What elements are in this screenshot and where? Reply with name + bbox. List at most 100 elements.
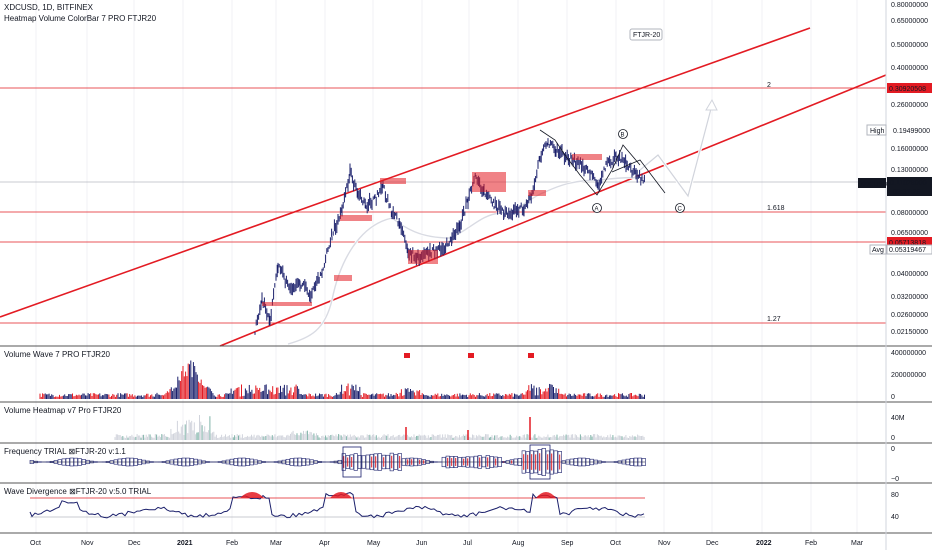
frequency-cell — [613, 461, 618, 463]
frequency-cell — [305, 458, 310, 466]
ftjr-tag: FTJR-20 — [629, 28, 663, 41]
frequency-cell — [177, 458, 182, 466]
trend-channel[interactable] — [0, 27, 887, 347]
frequency-cell — [445, 455, 450, 469]
time-tick: 2021 — [177, 540, 193, 547]
frequency-cell — [393, 454, 398, 470]
frequency-cell — [261, 461, 266, 463]
frequency-cell — [533, 450, 538, 474]
frequency-cell — [417, 458, 422, 466]
heatmap-zone — [528, 190, 546, 196]
price-tick: 0.06500000 — [891, 230, 928, 237]
svg-text:B: B — [621, 133, 625, 139]
wave-c-line — [611, 159, 666, 194]
frequency-cell — [229, 458, 234, 466]
volume-wave-marker — [528, 353, 534, 358]
symbol-title: XDCUSD, 1D, BITFINEX — [4, 3, 94, 12]
frequency-cell — [197, 459, 202, 465]
frequency-cell — [641, 458, 646, 466]
frequency-cell — [241, 457, 246, 467]
frequency-cell — [61, 458, 66, 466]
svg-text:Avg: Avg — [872, 247, 884, 254]
frequency-cell — [521, 450, 526, 474]
volume-wave-pane — [39, 353, 645, 399]
frequency-cell — [245, 458, 250, 466]
frequency-cell — [449, 456, 454, 468]
vw-tick-top: 400000000 — [891, 350, 926, 357]
time-axis[interactable]: Oct Nov Dec 2021 Feb Mar Apr May Jun Jul Aug Sep Oct… — [30, 540, 864, 547]
frequency-cell — [293, 457, 298, 467]
frequency-cell — [289, 458, 294, 466]
frequency-cell — [373, 453, 378, 471]
frequency-cell — [357, 455, 362, 469]
frequency-cell — [593, 459, 598, 465]
frequency-cell — [517, 458, 522, 466]
svg-text:High: High — [870, 128, 885, 135]
frequency-cell — [473, 455, 478, 469]
time-tick: Dec — [128, 540, 141, 547]
frequency-cell — [85, 459, 90, 465]
frequency-cell — [501, 461, 506, 463]
frequency-cell — [257, 460, 262, 464]
wave-label-b: B — [618, 129, 628, 139]
heatmap-zones — [262, 154, 602, 306]
frequency-cell — [621, 459, 626, 465]
frequency-cell — [133, 458, 138, 466]
frequency-cell — [365, 454, 370, 470]
frequency-cell — [537, 449, 542, 475]
frequency-cell — [113, 459, 118, 465]
fib-label-1618: 1.618 — [767, 205, 785, 212]
frequency-cell — [169, 459, 174, 465]
svg-text:0.30920508: 0.30920508 — [889, 86, 926, 93]
heatmap-zone — [262, 302, 312, 306]
price-tick: 0.65000000 — [891, 18, 928, 25]
frequency-cell — [301, 458, 306, 466]
frequency-cell — [405, 457, 410, 467]
frequency-cell — [629, 458, 634, 466]
time-tick: Nov — [658, 540, 671, 547]
frequency-cell — [53, 460, 58, 464]
avg-tag: Avg 0.05319467 — [869, 244, 932, 255]
frequency-cell — [89, 460, 94, 464]
price-tick: 0.80000000 — [891, 2, 928, 9]
frequency-cell — [413, 457, 418, 467]
frequency-cell — [505, 460, 510, 464]
heatmap-zone — [340, 215, 372, 221]
volume-heatmap-pane — [114, 414, 645, 440]
frequency-cell — [69, 457, 74, 467]
frequency-cell — [513, 458, 518, 466]
wd-tick-bottom: 40 — [891, 514, 899, 521]
time-tick: 2022 — [756, 540, 772, 547]
svg-text:C: C — [678, 207, 683, 213]
projection-halo — [639, 104, 714, 200]
svg-text:03:31:28: 03:31:28 — [893, 189, 920, 196]
frequency-cell — [361, 455, 366, 469]
frequency-cell — [193, 458, 198, 466]
time-tick: Aug — [512, 540, 525, 547]
frequency-cell — [581, 457, 586, 467]
price-axis[interactable]: 0.80000000 0.65000000 0.50000000 0.40000000… — [891, 2, 928, 336]
frequency-cell — [601, 461, 606, 463]
channel-lower — [219, 74, 887, 347]
frequency-cell — [465, 456, 470, 468]
frequency-cell — [165, 460, 170, 464]
fr-tick-bottom: −0 — [891, 476, 899, 483]
time-tick: Nov — [81, 540, 94, 547]
frequency-cell — [181, 457, 186, 467]
frequency-cell — [409, 457, 414, 467]
frequency-cell — [337, 459, 342, 465]
frequency-cell — [237, 457, 242, 467]
frequency-cell — [93, 461, 98, 463]
time-tick: Oct — [610, 540, 621, 547]
frequency-box — [529, 444, 551, 480]
frequency-cell — [441, 456, 446, 468]
frequency-cell — [81, 459, 86, 465]
frequency-cell — [425, 460, 430, 464]
frequency-cell — [121, 458, 126, 466]
heatmap-zone — [572, 154, 602, 160]
frequency-cell — [225, 459, 230, 465]
frequency-cell — [221, 460, 226, 464]
svg-text:0.05319467: 0.05319467 — [889, 247, 926, 254]
